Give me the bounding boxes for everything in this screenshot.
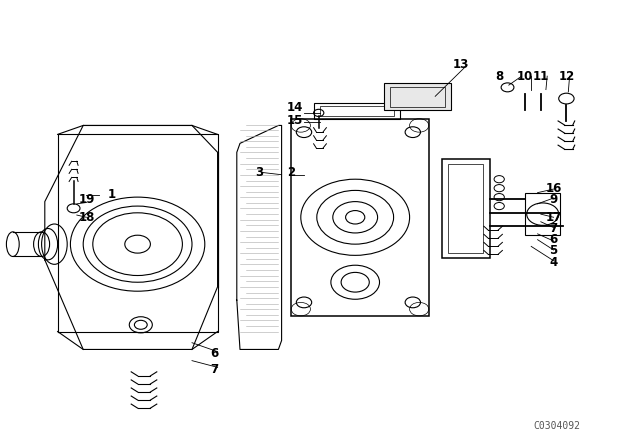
Text: C0304092: C0304092 — [533, 421, 580, 431]
Text: 12: 12 — [558, 69, 575, 83]
Text: 7: 7 — [550, 222, 557, 235]
Text: 14: 14 — [286, 101, 303, 114]
Bar — [320, 106, 394, 116]
Text: 8: 8 — [495, 69, 503, 83]
Bar — [525, 193, 560, 235]
Text: 16: 16 — [545, 181, 562, 195]
Text: 2: 2 — [287, 166, 295, 179]
Text: 17: 17 — [545, 211, 562, 224]
Text: 1: 1 — [108, 188, 116, 202]
Bar — [390, 87, 445, 107]
Text: 7: 7 — [211, 363, 218, 376]
Text: 13: 13 — [452, 58, 469, 72]
Text: 10: 10 — [516, 69, 533, 83]
Text: 6: 6 — [550, 233, 557, 246]
Bar — [291, 119, 429, 316]
Text: 19: 19 — [78, 193, 95, 206]
Text: 18: 18 — [78, 211, 95, 224]
Text: 4: 4 — [550, 255, 557, 269]
Text: 5: 5 — [550, 244, 557, 258]
Text: 9: 9 — [550, 193, 557, 206]
Bar — [314, 103, 400, 119]
Text: 3: 3 — [255, 166, 263, 179]
Bar — [448, 164, 483, 253]
Text: 6: 6 — [211, 347, 218, 361]
Text: 15: 15 — [286, 114, 303, 128]
Text: 11: 11 — [532, 69, 549, 83]
Bar — [384, 83, 451, 110]
Bar — [442, 159, 490, 258]
